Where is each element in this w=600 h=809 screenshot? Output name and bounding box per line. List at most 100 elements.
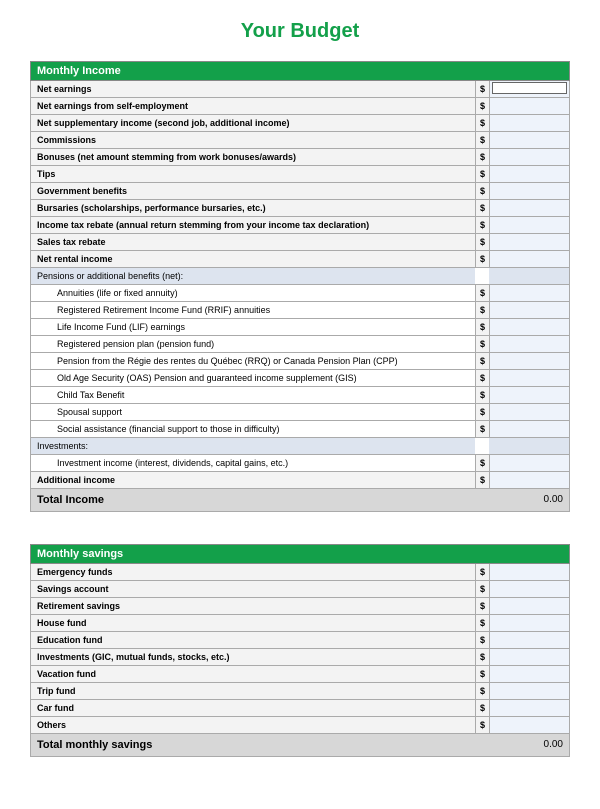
income-amount-input[interactable]	[492, 473, 567, 485]
savings-amount-input[interactable]	[492, 650, 567, 662]
savings-amount-input[interactable]	[492, 582, 567, 594]
income-row-label: Social assistance (financial support to …	[31, 421, 475, 437]
savings-row-value	[489, 615, 569, 631]
savings-row: House fund$	[30, 615, 570, 632]
savings-amount-input[interactable]	[492, 565, 567, 577]
income-row-label: Pension from the Régie des rentes du Qué…	[31, 353, 475, 369]
income-row-value	[489, 319, 569, 335]
income-amount-input[interactable]	[492, 167, 567, 179]
income-amount-input[interactable]	[492, 99, 567, 111]
savings-row-value	[489, 598, 569, 614]
savings-amount-input[interactable]	[492, 616, 567, 628]
income-amount-input[interactable]	[492, 320, 567, 332]
income-amount-input[interactable]	[492, 388, 567, 400]
income-row-label: Registered pension plan (pension fund)	[31, 336, 475, 352]
currency-symbol: $	[475, 649, 489, 665]
savings-row-label: Others	[31, 717, 475, 733]
savings-row: Vacation fund$	[30, 666, 570, 683]
income-amount-input[interactable]	[492, 422, 567, 434]
income-row: Net earnings from self-employment$	[30, 98, 570, 115]
income-amount-input[interactable]	[492, 337, 567, 349]
income-row-value	[489, 353, 569, 369]
income-row-value	[489, 98, 569, 114]
savings-amount-input[interactable]	[492, 599, 567, 611]
income-row-value	[489, 285, 569, 301]
income-amount-input[interactable]	[492, 133, 567, 145]
savings-row-value	[489, 700, 569, 716]
savings-amount-input[interactable]	[492, 633, 567, 645]
savings-amount-input[interactable]	[492, 667, 567, 679]
income-row-value	[489, 200, 569, 216]
income-row-label: Life Income Fund (LIF) earnings	[31, 319, 475, 335]
savings-row-label: Vacation fund	[31, 666, 475, 682]
savings-row-label: Emergency funds	[31, 564, 475, 580]
savings-row-label: Retirement savings	[31, 598, 475, 614]
income-row-label: Annuities (life or fixed annuity)	[31, 285, 475, 301]
currency-symbol: $	[475, 234, 489, 250]
income-total-row: Total Income $ 0.00	[30, 489, 570, 512]
income-row-label: Child Tax Benefit	[31, 387, 475, 403]
income-amount-input[interactable]	[492, 252, 567, 264]
income-amount-input[interactable]	[492, 303, 567, 315]
income-amount-input[interactable]	[492, 82, 567, 94]
income-header: Monthly Income	[30, 61, 570, 81]
income-row: Old Age Security (OAS) Pension and guara…	[30, 370, 570, 387]
currency-symbol: $	[475, 183, 489, 199]
income-row-label: Old Age Security (OAS) Pension and guara…	[31, 370, 475, 386]
income-row-label: Tips	[31, 166, 475, 182]
income-row-label: Bursaries (scholarships, performance bur…	[31, 200, 475, 216]
income-row-value	[489, 166, 569, 182]
income-row-label: Net earnings	[31, 81, 475, 97]
income-amount-input[interactable]	[492, 456, 567, 468]
income-amount-input[interactable]	[492, 116, 567, 128]
currency-symbol: $	[475, 700, 489, 716]
currency-symbol: $	[475, 683, 489, 699]
income-row-label: Commissions	[31, 132, 475, 148]
currency-symbol: $	[475, 370, 489, 386]
savings-total-value: 0.00	[489, 734, 569, 756]
currency-symbol: $	[475, 717, 489, 733]
savings-row-label: Car fund	[31, 700, 475, 716]
savings-row: Car fund$	[30, 700, 570, 717]
income-amount-input[interactable]	[492, 286, 567, 298]
income-row-label: Registered Retirement Income Fund (RRIF)…	[31, 302, 475, 318]
income-amount-input[interactable]	[492, 354, 567, 366]
currency-symbol: $	[475, 166, 489, 182]
income-row-label: Additional income	[31, 472, 475, 488]
income-row: Net rental income$	[30, 251, 570, 268]
page-title: Your Budget	[30, 20, 570, 43]
savings-amount-input[interactable]	[492, 684, 567, 696]
currency-symbol: $	[475, 98, 489, 114]
currency-symbol: $	[475, 353, 489, 369]
savings-row-label: House fund	[31, 615, 475, 631]
savings-row: Emergency funds$	[30, 564, 570, 581]
income-amount-input[interactable]	[492, 150, 567, 162]
income-row-label: Net rental income	[31, 251, 475, 267]
income-row: Tips$	[30, 166, 570, 183]
currency-symbol: $	[475, 251, 489, 267]
income-row: Commissions$	[30, 132, 570, 149]
savings-row: Others$	[30, 717, 570, 734]
income-amount-input[interactable]	[492, 201, 567, 213]
currency-symbol: $	[475, 336, 489, 352]
income-row: Income tax rebate (annual return stemmin…	[30, 217, 570, 234]
currency-symbol: $	[475, 404, 489, 420]
currency-symbol: $	[475, 598, 489, 614]
income-row-value	[489, 234, 569, 250]
savings-amount-input[interactable]	[492, 701, 567, 713]
income-amount-input[interactable]	[492, 371, 567, 383]
currency-symbol: $	[475, 200, 489, 216]
savings-row-value	[489, 666, 569, 682]
income-amount-input[interactable]	[492, 184, 567, 196]
savings-section: Monthly savings Emergency funds$Savings …	[30, 544, 570, 757]
income-row-label: Income tax rebate (annual return stemmin…	[31, 217, 475, 233]
income-row: Spousal support$	[30, 404, 570, 421]
income-amount-input[interactable]	[492, 405, 567, 417]
savings-row: Trip fund$	[30, 683, 570, 700]
income-total-label: Total Income	[31, 489, 475, 511]
income-amount-input[interactable]	[492, 235, 567, 247]
savings-amount-input[interactable]	[492, 718, 567, 730]
income-row: Sales tax rebate$	[30, 234, 570, 251]
income-amount-input[interactable]	[492, 218, 567, 230]
savings-row: Education fund$	[30, 632, 570, 649]
